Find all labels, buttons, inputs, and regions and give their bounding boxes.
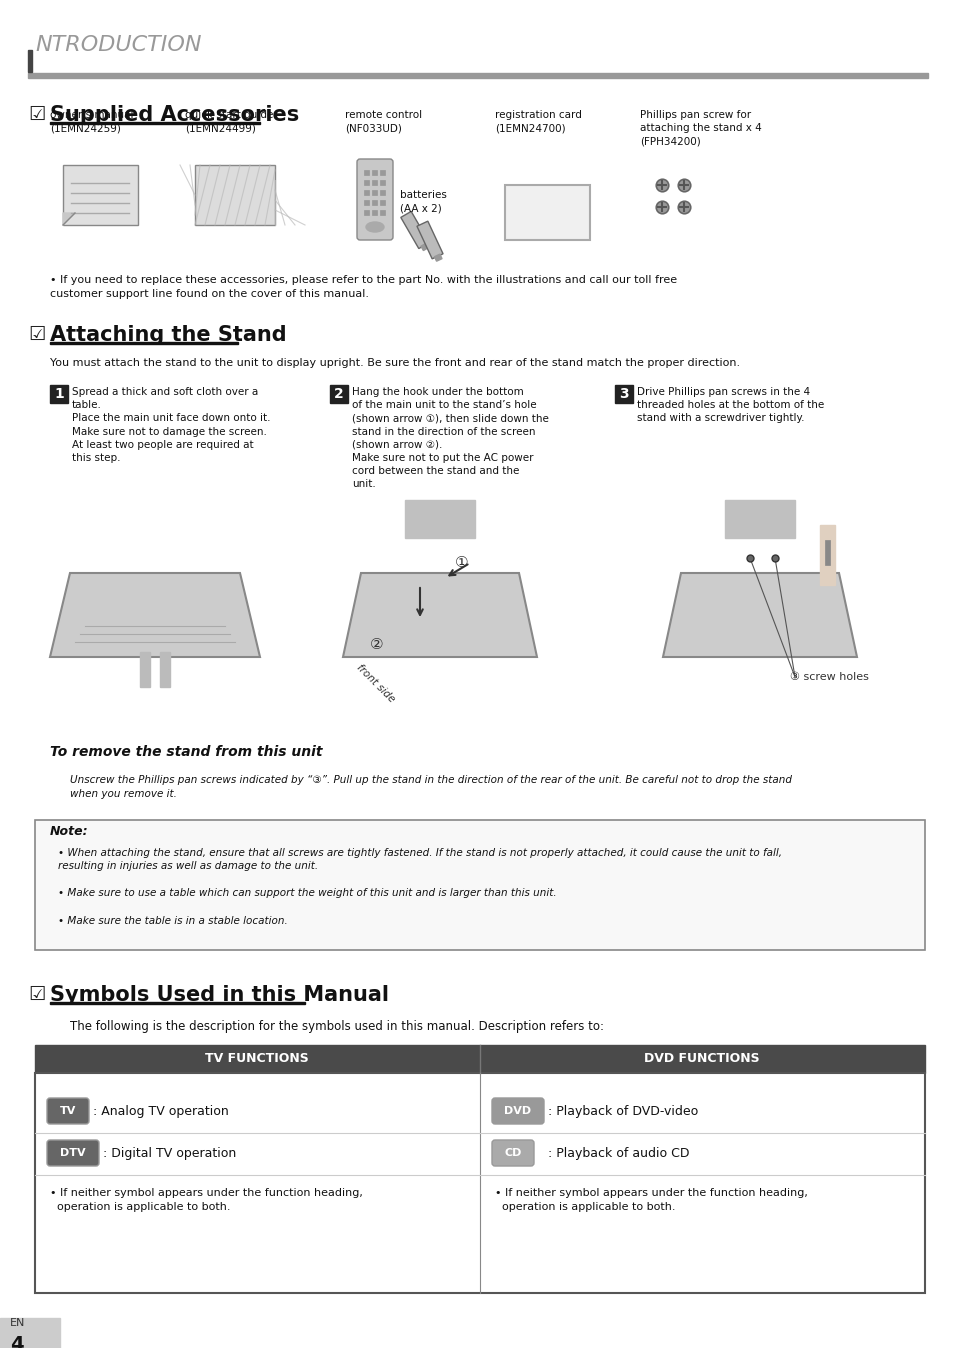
Text: DTV: DTV bbox=[60, 1148, 86, 1158]
Bar bbox=[372, 209, 377, 214]
Text: ③ screw holes: ③ screw holes bbox=[789, 673, 868, 682]
Text: • Make sure the table is in a stable location.: • Make sure the table is in a stable loc… bbox=[58, 917, 288, 926]
Ellipse shape bbox=[366, 222, 384, 232]
Bar bbox=[140, 652, 150, 687]
FancyBboxPatch shape bbox=[492, 1140, 534, 1166]
Bar bbox=[35, 1073, 924, 1293]
Text: : Digital TV operation: : Digital TV operation bbox=[103, 1147, 236, 1159]
Text: • If neither symbol appears under the function heading,
  operation is applicabl: • If neither symbol appears under the fu… bbox=[495, 1188, 807, 1212]
Text: Hang the hook under the bottom
of the main unit to the stand’s hole
(shown arrow: Hang the hook under the bottom of the ma… bbox=[352, 387, 548, 489]
Text: ②: ② bbox=[370, 638, 383, 652]
Text: Symbols Used in this Manual: Symbols Used in this Manual bbox=[50, 985, 389, 1006]
Text: : Playback of DVD-video: : Playback of DVD-video bbox=[547, 1104, 698, 1117]
Text: TV FUNCTIONS: TV FUNCTIONS bbox=[205, 1053, 309, 1065]
Text: • If neither symbol appears under the function heading,
  operation is applicabl: • If neither symbol appears under the fu… bbox=[50, 1188, 362, 1212]
Bar bbox=[63, 164, 138, 225]
Text: Attaching the Stand: Attaching the Stand bbox=[50, 325, 286, 345]
Bar bbox=[820, 524, 834, 585]
Text: 2: 2 bbox=[334, 387, 343, 400]
Text: Phillips pan screw for
attaching the stand x 4
(FPH34200): Phillips pan screw for attaching the sta… bbox=[639, 111, 760, 147]
Bar bbox=[364, 209, 369, 214]
Bar bbox=[35, 1045, 924, 1073]
Bar bbox=[380, 179, 385, 185]
Text: batteries
(AA x 2): batteries (AA x 2) bbox=[399, 190, 446, 213]
Text: Drive Phillips pan screws in the 4
threaded holes at the bottom of the
stand wit: Drive Phillips pan screws in the 4 threa… bbox=[637, 387, 823, 423]
FancyBboxPatch shape bbox=[356, 159, 393, 240]
Polygon shape bbox=[63, 213, 75, 225]
FancyBboxPatch shape bbox=[47, 1140, 99, 1166]
Text: NTRODUCTION: NTRODUCTION bbox=[35, 35, 201, 55]
Bar bbox=[504, 185, 589, 240]
Bar bbox=[380, 170, 385, 174]
Text: CD: CD bbox=[504, 1148, 521, 1158]
Bar bbox=[28, 50, 32, 71]
Bar bbox=[364, 200, 369, 205]
Bar bbox=[372, 179, 377, 185]
Bar bbox=[400, 212, 429, 248]
Text: ☑: ☑ bbox=[28, 985, 46, 1004]
Text: remote control
(NF033UD): remote control (NF033UD) bbox=[345, 111, 421, 133]
Text: To remove the stand from this unit: To remove the stand from this unit bbox=[50, 745, 322, 759]
Bar bbox=[380, 209, 385, 214]
Bar bbox=[160, 652, 170, 687]
Text: Note:: Note: bbox=[50, 825, 89, 838]
Bar bbox=[50, 386, 68, 403]
Text: Unscrew the Phillips pan screws indicated by “③”. Pull up the stand in the direc: Unscrew the Phillips pan screws indicate… bbox=[70, 775, 791, 799]
Text: You must attach the stand to the unit to display upright. Be sure the front and : You must attach the stand to the unit to… bbox=[50, 359, 740, 368]
Text: ①: ① bbox=[455, 555, 468, 570]
Bar bbox=[364, 170, 369, 174]
Bar bbox=[615, 386, 633, 403]
Bar bbox=[405, 500, 475, 538]
Text: : Playback of audio CD: : Playback of audio CD bbox=[547, 1147, 689, 1159]
Text: DVD FUNCTIONS: DVD FUNCTIONS bbox=[643, 1053, 759, 1065]
Text: : Analog TV operation: : Analog TV operation bbox=[92, 1104, 229, 1117]
Text: • When attaching the stand, ensure that all screws are tightly fastened. If the : • When attaching the stand, ensure that … bbox=[58, 848, 781, 871]
Bar bbox=[28, 73, 927, 78]
FancyBboxPatch shape bbox=[492, 1099, 543, 1124]
Bar bbox=[50, 123, 260, 124]
Text: The following is the description for the symbols used in this manual. Descriptio: The following is the description for the… bbox=[70, 1020, 603, 1033]
Bar bbox=[434, 255, 441, 262]
Bar bbox=[0, 1318, 60, 1348]
Bar bbox=[416, 221, 442, 259]
Bar bbox=[420, 243, 428, 251]
Text: EN: EN bbox=[10, 1318, 26, 1328]
Bar bbox=[724, 500, 794, 538]
Text: TV: TV bbox=[60, 1105, 76, 1116]
Bar bbox=[364, 179, 369, 185]
Bar bbox=[380, 200, 385, 205]
Text: front side: front side bbox=[355, 662, 396, 704]
Text: 1: 1 bbox=[54, 387, 64, 400]
Bar bbox=[372, 200, 377, 205]
Bar bbox=[372, 190, 377, 194]
Text: quick start guide
(1EMN24499): quick start guide (1EMN24499) bbox=[185, 111, 274, 133]
Text: • Make sure to use a table which can support the weight of this unit and is larg: • Make sure to use a table which can sup… bbox=[58, 888, 556, 898]
Text: DVD: DVD bbox=[504, 1105, 531, 1116]
Text: 3: 3 bbox=[618, 387, 628, 400]
Text: owner’s manual
(1EMN24259): owner’s manual (1EMN24259) bbox=[50, 111, 133, 133]
Text: • If you need to replace these accessories, please refer to the part No. with th: • If you need to replace these accessori… bbox=[50, 275, 677, 299]
Bar bbox=[35, 820, 924, 950]
Text: Spread a thick and soft cloth over a
table.
Place the main unit face down onto i: Spread a thick and soft cloth over a tab… bbox=[71, 387, 271, 462]
Polygon shape bbox=[343, 573, 537, 656]
Bar bbox=[330, 386, 348, 403]
Text: registration card
(1EMN24700): registration card (1EMN24700) bbox=[495, 111, 581, 133]
Text: Supplied Accessories: Supplied Accessories bbox=[50, 105, 299, 125]
Bar bbox=[824, 541, 829, 565]
Bar bbox=[364, 190, 369, 194]
Text: ☑: ☑ bbox=[28, 325, 46, 344]
Polygon shape bbox=[50, 573, 260, 656]
Text: 4: 4 bbox=[10, 1335, 24, 1348]
Bar bbox=[372, 170, 377, 174]
Bar bbox=[50, 1002, 305, 1004]
FancyBboxPatch shape bbox=[47, 1099, 89, 1124]
Text: ☑: ☑ bbox=[28, 105, 46, 124]
Bar bbox=[380, 190, 385, 194]
Bar bbox=[194, 164, 274, 225]
Polygon shape bbox=[662, 573, 856, 656]
Bar bbox=[50, 342, 237, 344]
